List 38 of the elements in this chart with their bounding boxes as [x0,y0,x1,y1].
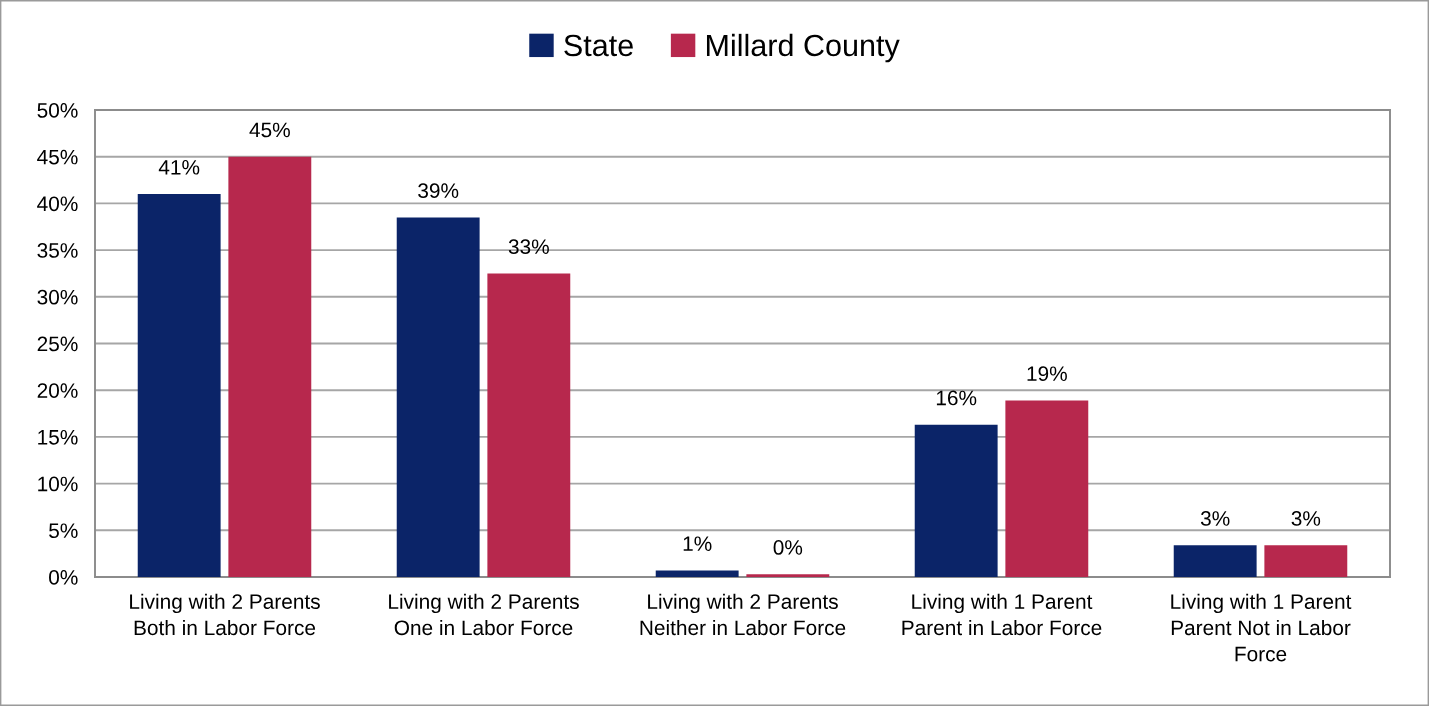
y-tick-label: 25% [37,336,78,352]
data-label: 3% [1200,511,1230,526]
bar [228,156,312,577]
data-label: 3% [1291,511,1321,526]
legend-label: State [564,34,633,57]
x-tick-label: Living with 1 Parent Parent Not in Labor Force [1171,593,1352,662]
y-tick-label: 45% [37,149,78,165]
data-label: 16% [936,390,977,406]
data-label: 1% [683,536,712,551]
bar [137,194,221,577]
x-tick-label: Living with 2 Parents One in Labor Force [389,593,579,636]
y-tick-label: 15% [38,429,78,445]
data-label: 0% [773,540,803,555]
bar [396,217,480,577]
data-label: 41% [158,160,200,175]
y-tick-label: 0% [49,570,78,585]
y-tick-label: 10% [38,476,78,492]
bar [487,273,571,577]
y-tick-label: 50% [37,103,78,118]
bar [655,570,739,577]
bar [914,424,998,577]
x-tick-label: Living with 1 Parent Parent in Labor Force [902,593,1102,636]
x-tick-label: Living with 2 Parents Neither in Labor Force [640,593,846,636]
bar [746,574,830,577]
y-tick-label: 20% [37,383,78,398]
y-tick-label: 35% [37,243,78,258]
legend-label: Millard County [706,33,900,63]
data-label: 45% [249,122,290,138]
x-tick-label: Living with 2 Parents Both in Labor Force [130,593,320,636]
y-tick-label: 40% [37,196,78,212]
y-tick-label: 30% [37,289,78,305]
data-label: 39% [418,183,459,199]
y-tick-label: 5% [49,523,78,539]
data-label: 33% [508,239,549,255]
bar [1264,545,1348,577]
data-label: 19% [1027,366,1067,382]
bar [1005,400,1089,577]
bar [1173,545,1257,577]
